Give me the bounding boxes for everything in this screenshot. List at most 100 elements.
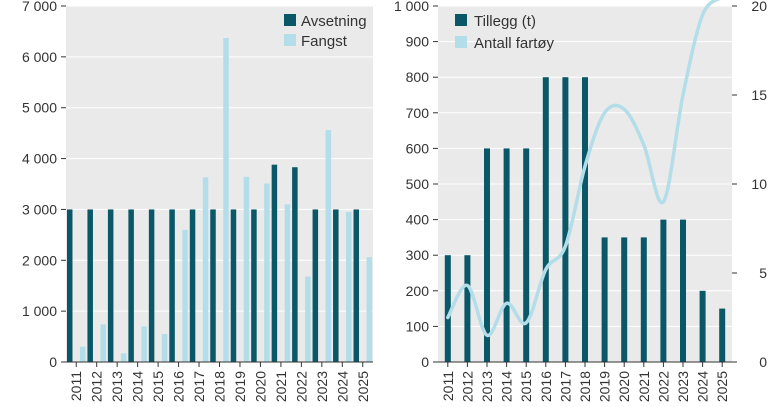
legend-label-avsetning: Avsetning [301, 13, 367, 30]
legend-swatch-tillegg [455, 14, 467, 26]
bar-tillegg [719, 308, 726, 362]
bar-fangst [243, 176, 250, 362]
bar-tillegg [640, 237, 647, 362]
x-tick-label: 2025 [355, 371, 371, 402]
y-tick-label: 3 000 [22, 201, 57, 217]
bar-fangst [366, 257, 373, 362]
x-tick-label: 2019 [232, 371, 248, 402]
y-tick-label: 0 [421, 354, 429, 370]
y2-tick-label: 0 [759, 354, 767, 370]
bar-avsetning [333, 209, 339, 362]
bar-fangst [182, 229, 188, 362]
bar-fangst [346, 211, 352, 362]
x-tick-label: 2024 [334, 371, 350, 402]
y-tick-label: 0 [49, 354, 57, 370]
y-tick-label: 6 000 [22, 49, 57, 65]
y-tick-label: 200 [406, 283, 430, 299]
x-tick-label: 2014 [130, 371, 146, 402]
bar-avsetning [271, 164, 278, 362]
y-tick-label: 100 [406, 318, 430, 334]
bar-tillegg [680, 219, 686, 362]
y-tick-label: 1 000 [394, 0, 429, 14]
bar-tillegg [582, 77, 588, 362]
x-tick-label: 2015 [518, 371, 534, 402]
x-tick-label: 2012 [459, 371, 475, 402]
y-tick-label: 900 [406, 34, 430, 50]
bar-avsetning [210, 209, 216, 362]
bar-tillegg [699, 290, 706, 362]
x-tick-label: 2019 [597, 371, 613, 402]
y-tick-label: 500 [406, 176, 430, 192]
y-tick-label: 4 000 [22, 151, 57, 167]
bar-tillegg [484, 148, 490, 362]
y-tick-label: 400 [406, 212, 430, 228]
y-tick-label: 800 [406, 69, 430, 85]
x-tick-label: 2018 [212, 371, 228, 402]
x-tick-label: 2013 [109, 371, 125, 402]
bar-avsetning [128, 209, 134, 362]
bar-tillegg [464, 255, 471, 362]
legend-swatch-avsetning [284, 14, 296, 26]
bar-avsetning [353, 209, 360, 362]
y-tick-label: 700 [406, 105, 430, 121]
bar-fangst [305, 276, 311, 362]
x-tick-label: 2021 [273, 371, 289, 402]
bar-fangst [202, 177, 209, 362]
x-tick-label: 2021 [636, 371, 652, 402]
bar-tillegg [562, 77, 569, 362]
bar-tillegg [444, 255, 451, 362]
bar-fangst [223, 38, 229, 362]
plot-area [66, 6, 373, 362]
bar-fangst [79, 346, 86, 362]
x-tick-label: 2025 [714, 371, 730, 402]
y2-tick-label: 5 [759, 265, 767, 281]
bar-avsetning [107, 209, 114, 362]
bar-fangst [264, 183, 270, 362]
x-tick-label: 2022 [655, 371, 671, 402]
bar-tillegg [601, 237, 608, 362]
bar-avsetning [189, 209, 196, 362]
bar-fangst [100, 324, 106, 362]
legend: Tillegg (t) Antall fartøy [455, 13, 555, 52]
legend-label-antall-fartoy: Antall fartøy [474, 35, 555, 52]
bar-avsetning [292, 167, 298, 362]
bar-avsetning [169, 209, 175, 362]
x-tick-label: 2024 [695, 371, 711, 402]
y-tick-label: 600 [406, 140, 430, 156]
bar-tillegg [660, 219, 667, 362]
y2-tick-label: 15 [751, 87, 767, 103]
x-tick-label: 2011 [68, 371, 84, 401]
bar-tillegg [542, 77, 549, 362]
x-tick-label: 2023 [675, 371, 691, 402]
x-tick-label: 2011 [440, 371, 456, 401]
bar-avsetning [87, 209, 93, 362]
bar-avsetning [66, 209, 73, 362]
y-tick-label: 300 [406, 247, 430, 263]
y2-tick-label: 10 [751, 176, 767, 192]
bar-fangst [325, 130, 332, 362]
bar-tillegg [503, 148, 510, 362]
x-tick-label: 2023 [314, 371, 330, 402]
x-tick-label: 2022 [293, 371, 309, 402]
legend-swatch-fangst [284, 34, 296, 46]
bar-avsetning [230, 209, 237, 362]
bar-fangst [161, 334, 168, 362]
bar-avsetning [148, 209, 155, 362]
y-tick-label: 1 000 [22, 303, 57, 319]
bar-fangst [284, 204, 291, 362]
legend-swatch-antall-fartoy [455, 36, 467, 48]
x-tick-label: 2016 [538, 371, 554, 402]
x-tick-label: 2018 [577, 371, 593, 402]
legend-label-fangst: Fangst [301, 33, 348, 50]
x-tick-label: 2016 [171, 371, 187, 402]
bar-fangst [120, 353, 127, 362]
bar-avsetning [312, 209, 319, 362]
bar-fangst [141, 326, 147, 362]
x-tick-label: 2013 [479, 371, 495, 402]
x-tick-label: 2012 [89, 371, 105, 402]
legend-label-tillegg: Tillegg (t) [474, 13, 536, 30]
y2-tick-label: 20 [751, 0, 767, 14]
line-antall-fartoy [446, 0, 721, 338]
y-tick-label: 2 000 [22, 252, 57, 268]
